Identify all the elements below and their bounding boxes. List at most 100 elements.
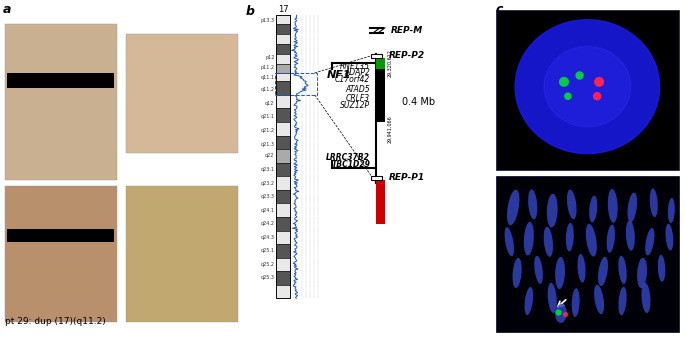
Text: b: b	[246, 5, 255, 18]
Ellipse shape	[637, 258, 647, 288]
Polygon shape	[594, 93, 601, 100]
Polygon shape	[595, 78, 603, 86]
Ellipse shape	[547, 194, 558, 227]
Bar	[277, 95, 290, 108]
Ellipse shape	[619, 256, 627, 284]
Text: q12: q12	[265, 101, 275, 106]
Ellipse shape	[525, 287, 533, 315]
Bar	[277, 122, 290, 136]
Bar	[376, 69, 385, 122]
Text: q24.3: q24.3	[260, 235, 275, 240]
Text: q23.3: q23.3	[260, 194, 275, 199]
Bar	[277, 285, 290, 298]
Ellipse shape	[586, 224, 597, 257]
Bar	[277, 64, 290, 73]
Bar	[277, 54, 290, 64]
Ellipse shape	[594, 285, 604, 314]
Bar	[277, 163, 290, 176]
Ellipse shape	[608, 189, 618, 223]
Bar	[277, 244, 290, 258]
Bar	[277, 34, 290, 44]
Bar	[5, 186, 116, 322]
Bar	[127, 186, 238, 322]
Bar	[277, 231, 290, 244]
Text: 29,941,066: 29,941,066	[388, 115, 393, 143]
Bar	[277, 203, 290, 217]
Text: RP11-525H19: RP11-525H19	[379, 48, 383, 79]
Polygon shape	[544, 46, 631, 127]
Ellipse shape	[577, 254, 586, 283]
Bar	[277, 24, 290, 34]
Text: c: c	[496, 3, 503, 16]
Polygon shape	[564, 93, 571, 99]
Text: q23.2: q23.2	[260, 181, 275, 185]
Text: q25.3: q25.3	[260, 276, 275, 280]
Bar	[371, 176, 382, 180]
Bar	[277, 176, 290, 190]
Ellipse shape	[572, 288, 580, 317]
Bar	[5, 24, 116, 180]
Text: RNF135: RNF135	[340, 62, 370, 71]
Bar	[277, 44, 290, 54]
Polygon shape	[515, 20, 660, 154]
Text: q23.1: q23.1	[260, 167, 275, 172]
Text: q24.1: q24.1	[260, 208, 275, 213]
Text: pt 29: dup (17)(q11.2): pt 29: dup (17)(q11.2)	[5, 317, 105, 326]
Bar	[8, 73, 114, 88]
Bar	[277, 73, 290, 81]
Text: q21.2: q21.2	[260, 128, 275, 133]
Text: q11.1: q11.1	[260, 76, 275, 80]
Ellipse shape	[666, 224, 673, 251]
Ellipse shape	[544, 227, 553, 257]
Text: p12: p12	[265, 55, 275, 60]
Ellipse shape	[645, 228, 654, 256]
Ellipse shape	[607, 224, 615, 253]
Ellipse shape	[627, 193, 637, 222]
Ellipse shape	[650, 188, 658, 217]
Ellipse shape	[641, 283, 651, 313]
Text: CRLF3: CRLF3	[346, 94, 370, 103]
Polygon shape	[560, 78, 569, 86]
Bar	[496, 176, 679, 332]
Ellipse shape	[619, 287, 627, 315]
Ellipse shape	[668, 198, 675, 223]
Bar	[277, 258, 290, 271]
Bar	[376, 180, 385, 224]
Text: 17: 17	[278, 5, 288, 14]
Ellipse shape	[548, 283, 557, 313]
Ellipse shape	[524, 222, 534, 256]
Text: a: a	[3, 3, 11, 16]
Ellipse shape	[589, 196, 597, 222]
Text: RP11-229O24: RP11-229O24	[379, 187, 383, 217]
Ellipse shape	[528, 189, 537, 219]
Ellipse shape	[626, 220, 635, 251]
Bar	[277, 108, 290, 122]
Bar	[277, 190, 290, 203]
Ellipse shape	[598, 257, 608, 286]
Bar	[371, 54, 382, 58]
Text: REP-P2: REP-P2	[388, 52, 425, 60]
Bar	[277, 136, 290, 149]
Text: TBC1D29: TBC1D29	[332, 160, 370, 169]
Ellipse shape	[555, 257, 565, 289]
Text: q25.2: q25.2	[260, 262, 275, 267]
Ellipse shape	[658, 255, 665, 282]
Bar	[127, 34, 238, 153]
Text: p13.3: p13.3	[260, 18, 275, 23]
Ellipse shape	[567, 190, 577, 219]
Ellipse shape	[507, 190, 519, 225]
Bar	[8, 229, 114, 242]
Text: 29,320,612: 29,320,612	[388, 49, 393, 77]
Text: q11.2: q11.2	[260, 87, 275, 92]
Ellipse shape	[534, 256, 543, 284]
Text: C17orf42: C17orf42	[335, 75, 370, 84]
Text: q21.1: q21.1	[260, 115, 275, 119]
Ellipse shape	[556, 304, 567, 323]
Bar	[277, 15, 290, 24]
Polygon shape	[576, 72, 583, 79]
Text: NF1: NF1	[327, 69, 351, 80]
Text: SUZ12P: SUZ12P	[340, 101, 370, 109]
Bar	[277, 217, 290, 231]
Text: ADAP2: ADAP2	[345, 68, 370, 77]
Text: 0.4 Mb: 0.4 Mb	[402, 97, 436, 107]
